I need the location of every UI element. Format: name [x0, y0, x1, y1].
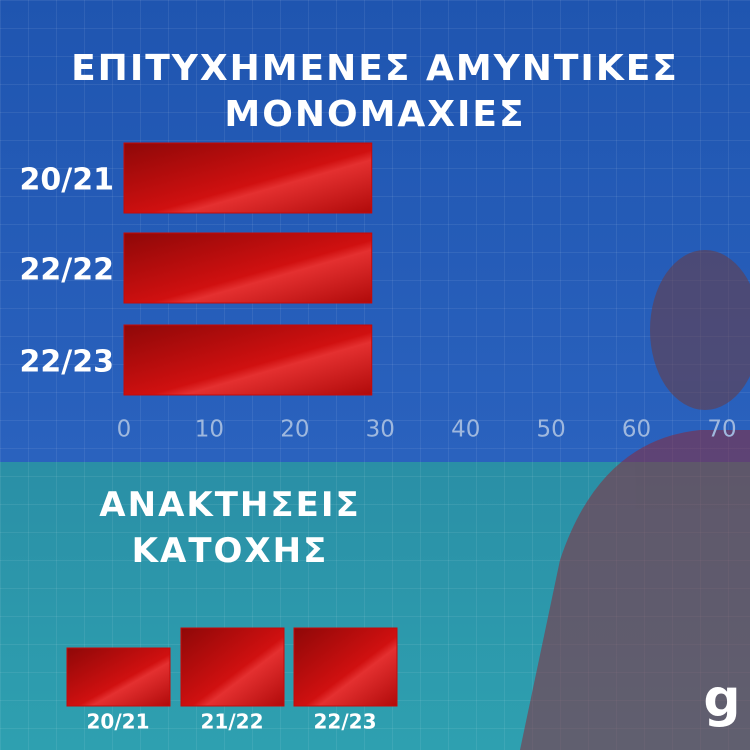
- x-tick-label: 20/21: [87, 710, 150, 734]
- bar: [66, 647, 171, 707]
- player-silhouette: [520, 250, 750, 750]
- x-tick-label: 20: [280, 417, 309, 443]
- x-tick-label: 40: [451, 417, 480, 443]
- x-tick-label: 0: [117, 417, 132, 443]
- bar: [123, 324, 373, 396]
- x-tick-label: 60: [622, 417, 651, 443]
- bar: [123, 142, 373, 214]
- chart-title: ΑΝΑΚΤΗΣΕΙΣ ΚΑΤΟΧΗΣ: [99, 485, 361, 571]
- y-tick-label: 20/21: [20, 163, 114, 198]
- chart-title: ΕΠΙΤΥΧΗΜΕΝΕΣ ΑΜΥΝΤΙΚΕΣ ΜΟΝΟΜΑΧΙΕΣ: [71, 48, 679, 135]
- y-tick-label: 22/23: [20, 345, 114, 380]
- y-tick-label: 22/22: [20, 253, 114, 288]
- x-tick-label: 10: [195, 417, 224, 443]
- x-tick-label: 70: [707, 417, 736, 443]
- x-tick-label: 50: [537, 417, 566, 443]
- bar: [180, 627, 285, 707]
- brand-logo: g: [703, 669, 740, 729]
- x-tick-label: 21/22: [201, 710, 264, 734]
- x-tick-label: 30: [366, 417, 395, 443]
- x-tick-label: 22/23: [314, 710, 377, 734]
- bar: [123, 232, 373, 304]
- bar: [293, 627, 398, 707]
